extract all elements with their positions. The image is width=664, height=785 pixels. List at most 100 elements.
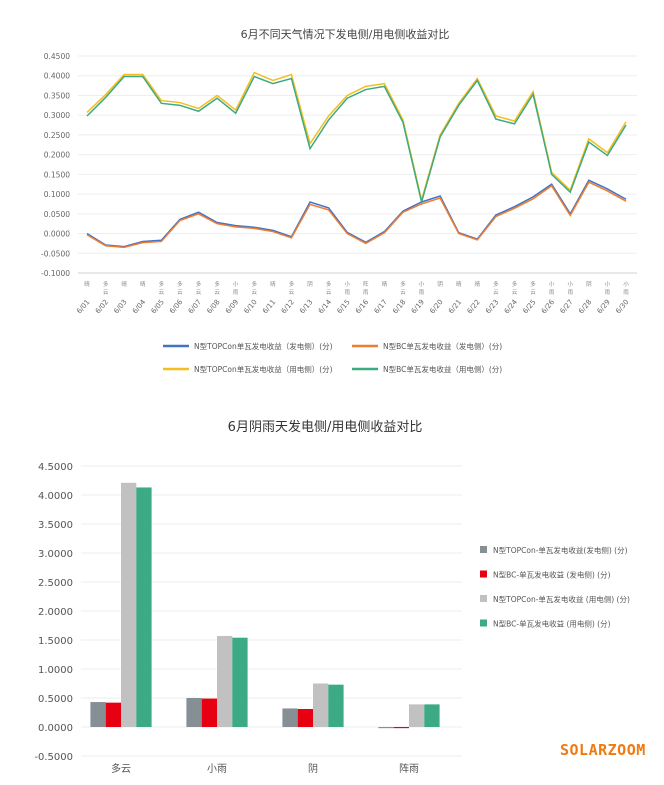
x-tick-label: 6/07: [187, 298, 203, 315]
y-tick-label: 2.0000: [38, 607, 73, 618]
x-tick-label: 6/09: [224, 298, 240, 315]
bar: [186, 698, 202, 727]
bar-chart-title: 6月阴雨天发电侧/用电侧收益对比: [228, 419, 423, 435]
x-tick-label: 6/13: [298, 298, 314, 315]
y-tick-label: 0.1500: [44, 170, 70, 179]
weather-label: 雨: [363, 289, 369, 296]
legend-swatch: [480, 546, 487, 553]
weather-label: 雨: [623, 289, 629, 296]
weather-label: 云: [252, 289, 258, 296]
x-tick-label: 6/01: [75, 298, 91, 315]
x-tick-label: 6/03: [112, 298, 128, 315]
solarzoom-logo: SOLARZOOM: [560, 741, 646, 759]
x-tick-label: 6/25: [521, 298, 537, 315]
weather-label: 云: [196, 289, 202, 296]
x-tick-label: 6/30: [614, 298, 630, 315]
legend-label: N型BC单瓦发电收益（用电侧）(分): [383, 364, 502, 374]
line-chart-title: 6月不同天气情况下发电侧/用电侧收益对比: [241, 27, 450, 41]
y-tick-label: -0.1000: [41, 269, 70, 278]
weather-label: 小: [419, 280, 425, 288]
legend-label: N型TOPCon单瓦发电收益（发电侧）(分): [194, 341, 333, 351]
legend-label: N型TOPCon单瓦发电收益（用电侧）(分): [194, 364, 333, 374]
x-tick-label: 6/24: [503, 298, 520, 316]
x-tick-label: 6/22: [466, 298, 482, 315]
x-tick-label: 6/15: [335, 298, 351, 315]
weather-label: 云: [493, 289, 499, 296]
bar: [121, 482, 137, 727]
y-tick-label: 0.3000: [44, 111, 70, 120]
weather-label: 晴: [140, 280, 146, 288]
bar: [328, 684, 344, 727]
y-tick-label: 2.5000: [38, 578, 73, 589]
y-tick-label: 0.4500: [44, 52, 70, 61]
y-tick-label: 0.3500: [44, 91, 70, 100]
x-tick-label: 6/19: [410, 298, 426, 315]
x-tick-label: 6/26: [540, 298, 557, 316]
y-tick-label: 0.2500: [44, 131, 70, 140]
weather-label: 雨: [233, 289, 239, 296]
x-tick-label: 6/11: [261, 298, 277, 315]
bar: [136, 487, 152, 727]
weather-label: 晴: [475, 280, 481, 288]
weather-label: 多: [326, 280, 332, 288]
weather-label: 多: [177, 280, 183, 288]
weather-label: 小: [623, 280, 629, 288]
bar: [393, 727, 409, 729]
weather-label: 小: [233, 280, 239, 288]
x-tick-label: 6/16: [354, 298, 371, 316]
weather-label: 多: [196, 280, 202, 288]
y-tick-label: -0.0500: [41, 249, 70, 258]
weather-label: 晴: [382, 280, 388, 288]
series-line: [86, 179, 627, 248]
x-tick-label: 6/28: [577, 298, 593, 315]
weather-label: 云: [103, 289, 109, 296]
weather-label: 小: [605, 280, 611, 288]
weather-label: 多: [530, 280, 536, 288]
weather-label: 多: [493, 280, 499, 288]
bar: [201, 698, 217, 727]
legend-label: N型TOPCon-单瓦发电收益(发电侧) (分): [493, 545, 628, 555]
y-tick-label: 0.4000: [44, 72, 70, 81]
weather-label: 多: [214, 280, 220, 288]
weather-label: 云: [512, 289, 518, 296]
series-line: [86, 181, 627, 249]
weather-label: 多: [159, 280, 165, 288]
weather-label: 晴: [84, 280, 90, 288]
x-tick-label: 6/08: [205, 298, 221, 315]
bar: [282, 708, 298, 727]
weather-label: 小: [549, 280, 555, 288]
bar: [90, 702, 106, 727]
weather-label: 阵: [363, 280, 369, 288]
weather-label: 雨: [549, 289, 555, 296]
bar: [378, 727, 394, 729]
x-category-label: 小雨: [207, 763, 227, 775]
y-tick-label: 1.5000: [38, 636, 73, 647]
x-tick-label: 6/12: [280, 298, 296, 315]
weather-label: 阴: [437, 280, 443, 288]
legend-label: N型TOPCon-单瓦发电收益 (用电侧) (分): [493, 594, 630, 604]
weather-label: 云: [214, 289, 220, 296]
bar: [313, 683, 329, 727]
x-tick-label: 6/10: [243, 298, 259, 315]
x-tick-label: 6/23: [484, 298, 500, 315]
weather-label: 阴: [586, 280, 592, 288]
legend-swatch: [480, 570, 487, 578]
y-tick-label: 3.5000: [38, 520, 73, 531]
series-line: [86, 71, 627, 204]
weather-label: 多: [289, 280, 295, 288]
weather-label: 云: [400, 289, 406, 296]
x-tick-label: 6/04: [131, 298, 148, 316]
x-tick-label: 6/06: [168, 298, 185, 316]
y-tick-label: 0.1000: [44, 190, 70, 199]
y-tick-label: 0.0000: [38, 723, 73, 734]
weather-label: 云: [289, 289, 295, 296]
y-tick-label: 0.0500: [44, 210, 70, 219]
weather-label: 晴: [121, 280, 127, 288]
weather-label: 晴: [456, 280, 462, 288]
y-tick-label: 3.0000: [38, 549, 73, 560]
weather-label: 多: [512, 280, 518, 288]
legend-label: N型BC-单瓦发电收益 (发电侧) (分): [493, 570, 611, 580]
legend-label: N型BC单瓦发电收益（发电侧）(分): [383, 341, 502, 351]
weather-label: 雨: [344, 289, 350, 296]
y-tick-label: 1.0000: [38, 665, 73, 676]
